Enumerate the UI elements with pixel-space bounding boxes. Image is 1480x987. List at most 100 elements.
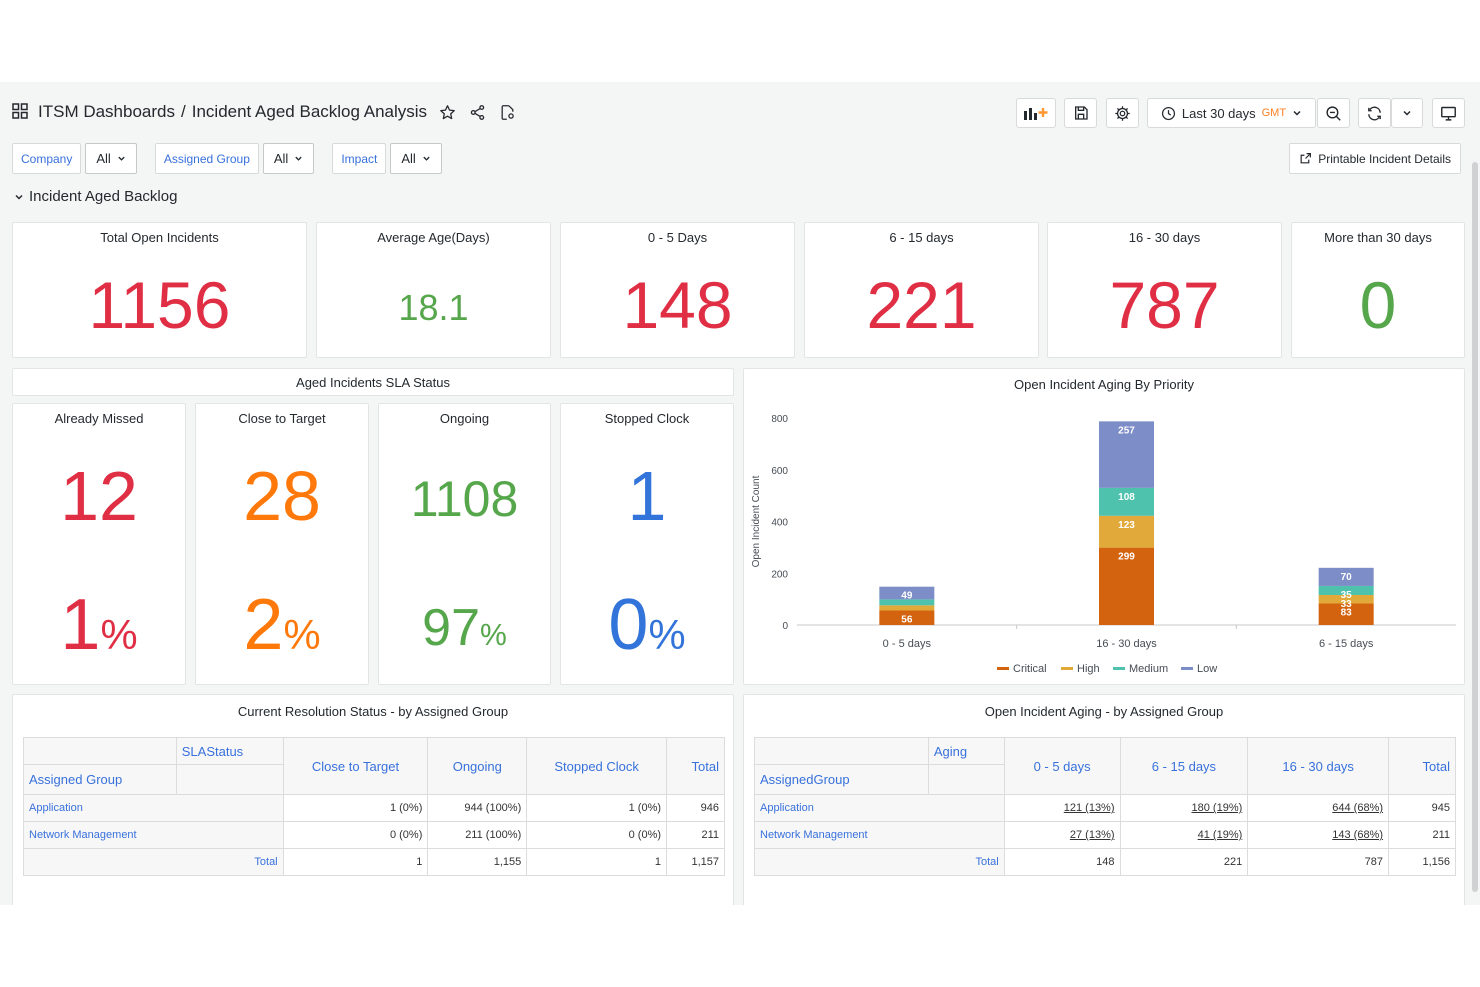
- sla-card-percent-unit: %: [480, 619, 507, 652]
- row-label[interactable]: Application: [754, 794, 1005, 822]
- timezone-label: GMT: [1261, 107, 1287, 119]
- sla-card-title: Ongoing: [439, 411, 490, 426]
- printable-incident-details-link[interactable]: Printable Incident Details: [1289, 143, 1461, 174]
- table-row: Network Management 27 (13%) 41 (19%) 143…: [754, 821, 1456, 849]
- column-header[interactable]: 0 - 5 days: [1003, 737, 1121, 795]
- table-title: Open Incident Aging - by Assigned Group: [984, 704, 1224, 719]
- bar-segment-medium: [1318, 585, 1374, 595]
- column-header[interactable]: 16 - 30 days: [1247, 737, 1390, 795]
- bar-value-label: 257: [1118, 425, 1135, 436]
- column-header[interactable]: Ongoing: [427, 737, 528, 795]
- row-label[interactable]: Network Management: [754, 821, 1005, 849]
- stat-value: 221: [866, 268, 977, 342]
- stat-title: Total Open Incidents: [100, 230, 219, 245]
- table-cell: 211: [666, 821, 725, 849]
- tv-mode-button[interactable]: [1432, 98, 1465, 128]
- bar-value-label: 299: [1118, 552, 1135, 563]
- legend-item: Critical: [1013, 663, 1047, 675]
- chevron-down-icon: [118, 156, 125, 161]
- refresh-interval-dropdown[interactable]: [1391, 98, 1423, 128]
- sla-section-header: Aged Incidents SLA Status: [12, 368, 734, 396]
- row-collapse-toggle[interactable]: Incident Aged Backlog: [14, 188, 177, 205]
- table-cell: 211 (100%): [427, 821, 528, 849]
- dashboard-title: Incident Aged Backlog Analysis: [191, 102, 428, 121]
- row-label[interactable]: Application: [23, 794, 284, 822]
- stat-title: 6 - 15 days: [889, 230, 954, 245]
- star-icon[interactable]: [437, 102, 457, 122]
- table-cell-link[interactable]: 644 (68%): [1247, 794, 1390, 822]
- stat-value: 0: [1359, 268, 1397, 342]
- total-label: Total: [754, 848, 1005, 876]
- total-label: Total: [23, 848, 284, 876]
- column-header[interactable]: 6 - 15 days: [1119, 737, 1249, 795]
- table-cell: 0 (0%): [282, 821, 429, 849]
- x-tick-label: 0 - 5 days: [883, 638, 932, 650]
- stat-panel-6-15-days[interactable]: 6 - 15 days 221: [804, 222, 1039, 358]
- chart-title: Open Incident Aging By Priority: [1014, 377, 1194, 392]
- share-icon[interactable]: [467, 102, 487, 122]
- dashboard-header: ITSM Dashboards / Incident Aged Backlog …: [0, 82, 1480, 142]
- stat-panel-total-open[interactable]: Total Open Incidents 1156: [12, 222, 307, 358]
- save-dashboard-button[interactable]: [1064, 98, 1097, 128]
- bar-segment-medium: [879, 599, 935, 606]
- stat-panel-16-30-days[interactable]: 16 - 30 days 787: [1047, 222, 1282, 358]
- page-scrollbar[interactable]: [1472, 162, 1478, 892]
- table-cell: 1,156: [1388, 848, 1456, 876]
- table-panel-resolution-status[interactable]: Current Resolution Status - by Assigned …: [12, 694, 734, 905]
- legend-swatch: [997, 667, 1009, 670]
- dashboard-settings-button[interactable]: [1106, 98, 1139, 128]
- sla-card-percent-value: 97: [422, 599, 480, 657]
- column-header[interactable]: Stopped Clock: [526, 737, 668, 795]
- sla-card-percent-unit: %: [648, 611, 686, 658]
- stat-title: 16 - 30 days: [1128, 230, 1201, 245]
- bar-value-label: 56: [901, 615, 913, 626]
- table-cell-link[interactable]: 27 (13%): [1003, 821, 1121, 849]
- table-cell-link[interactable]: 41 (19%): [1119, 821, 1249, 849]
- pivot-label: Aging: [927, 737, 1005, 765]
- table-cell-link[interactable]: 121 (13%): [1003, 794, 1121, 822]
- table-cell-link[interactable]: 143 (68%): [1247, 821, 1390, 849]
- column-header[interactable]: Total: [666, 737, 725, 795]
- sla-card-already-missed[interactable]: Already Missed 12 1%: [12, 403, 186, 685]
- column-header[interactable]: Close to Target: [282, 737, 429, 795]
- chevron-down-icon: [423, 156, 430, 161]
- table-total-row: Total 1 1,155 1 1,157: [23, 848, 725, 876]
- breadcrumb-root-link[interactable]: ITSM Dashboards: [38, 102, 175, 121]
- row-label[interactable]: Network Management: [23, 821, 284, 849]
- time-range-label: Last 30 days: [1181, 105, 1256, 121]
- sla-card-stopped-clock[interactable]: Stopped Clock 1 0%: [560, 403, 734, 685]
- table-corner: [23, 737, 177, 765]
- filter-select-company[interactable]: All: [85, 143, 137, 174]
- y-tick-label: 0: [782, 621, 788, 632]
- refresh-button[interactable]: [1358, 98, 1391, 128]
- column-header[interactable]: Total: [1388, 737, 1456, 795]
- pivot-label: SLAStatus: [175, 737, 284, 765]
- add-panel-icon: [1024, 108, 1048, 120]
- x-tick-label: 6 - 15 days: [1319, 638, 1374, 650]
- bar-segment-high: [1318, 594, 1374, 604]
- sla-card-count: 1108: [410, 471, 519, 527]
- table-panel-aging-by-group[interactable]: Open Incident Aging - by Assigned Group …: [743, 694, 1465, 905]
- chevron-down-icon: [295, 156, 303, 161]
- time-range-picker[interactable]: Last 30 days GMT: [1147, 98, 1316, 128]
- table-cell: 945: [1388, 794, 1456, 822]
- zoom-out-button[interactable]: [1317, 98, 1350, 128]
- stat-panel-0-5-days[interactable]: 0 - 5 Days 148: [560, 222, 795, 358]
- dashboard-settings-file-icon[interactable]: [497, 102, 517, 122]
- stat-panel-average-age[interactable]: Average Age(Days) 18.1: [316, 222, 551, 358]
- filter-select-assigned-group[interactable]: All: [262, 143, 315, 174]
- filter-select-impact[interactable]: All: [390, 143, 442, 174]
- add-panel-button[interactable]: [1016, 98, 1056, 128]
- row-header-spacer: [175, 764, 284, 795]
- table-cell: 1 (0%): [282, 794, 429, 822]
- bar-value-label: 70: [1341, 572, 1353, 583]
- stat-panel-more-than-30-days[interactable]: More than 30 days 0: [1291, 222, 1465, 358]
- variable-filters: Company All Assigned Group All Impact Al…: [12, 143, 456, 175]
- sla-card-close-to-target[interactable]: Close to Target 28 2%: [195, 403, 369, 685]
- bar-value-label: 108: [1118, 492, 1135, 503]
- chart-panel-aging-by-priority[interactable]: Open Incident Aging By Priority 0 200 400 6…: [743, 368, 1465, 685]
- dashboards-grid-icon[interactable]: [12, 103, 30, 121]
- sla-card-ongoing[interactable]: Ongoing 1108 97%: [378, 403, 551, 685]
- table-cell-link[interactable]: 180 (19%): [1119, 794, 1249, 822]
- sla-section-title: Aged Incidents SLA Status: [296, 375, 450, 390]
